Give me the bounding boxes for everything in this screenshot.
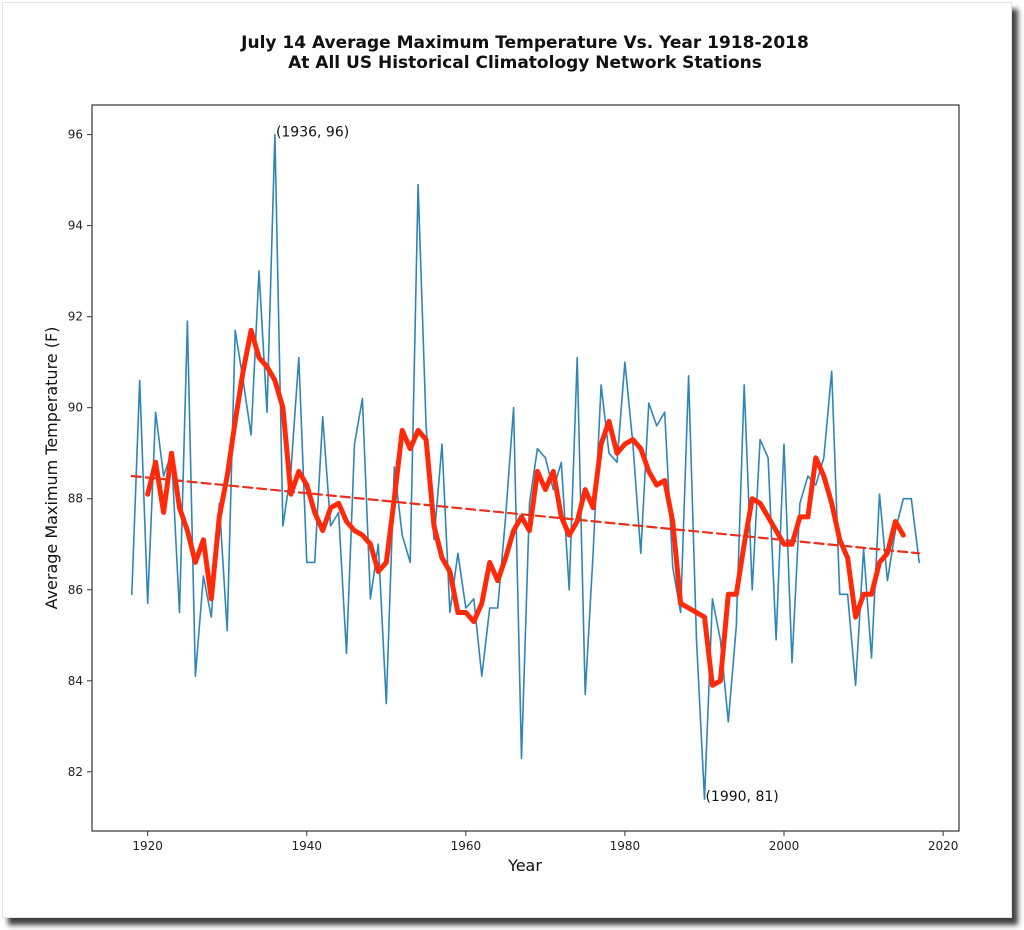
y-tick-label: 94 [68, 219, 83, 233]
chart-title-line-2: At All US Historical Climatology Network… [288, 53, 762, 73]
x-axis-label: Year [507, 856, 542, 875]
x-tick-label: 2000 [769, 839, 800, 853]
x-axis-ticks: 1920 1940 1960 1980 2000 2020 [132, 831, 958, 853]
y-tick-label: 82 [68, 765, 83, 779]
annotations: (1936, 96) (1990, 81) [276, 125, 779, 806]
axes-box [91, 104, 960, 832]
x-tick-label: 1920 [132, 839, 163, 853]
y-tick-label: 88 [68, 492, 83, 506]
y-axis-label: Average Maximum Temperature (F) [42, 327, 61, 610]
moving-average-line [145, 327, 906, 688]
y-tick-label: 86 [68, 583, 83, 597]
annual-temperature-line [131, 133, 921, 800]
y-tick-label: 92 [68, 310, 83, 324]
y-tick-label: 90 [68, 401, 83, 415]
data-annotation: (1936, 96) [276, 125, 349, 141]
data-annotation: (1990, 81) [705, 789, 778, 805]
x-tick-label: 1980 [610, 839, 641, 853]
x-tick-label: 1960 [451, 839, 482, 853]
x-tick-label: 2020 [928, 839, 959, 853]
y-tick-label: 96 [68, 128, 83, 142]
y-axis-ticks: 82 84 86 88 90 92 94 96 [68, 128, 92, 779]
trend-line [130, 474, 921, 555]
x-tick-label: 1940 [291, 839, 322, 853]
plot-area [130, 133, 921, 800]
y-tick-label: 84 [68, 674, 83, 688]
chart-title-line-1: July 14 Average Maximum Temperature Vs. … [241, 33, 809, 53]
